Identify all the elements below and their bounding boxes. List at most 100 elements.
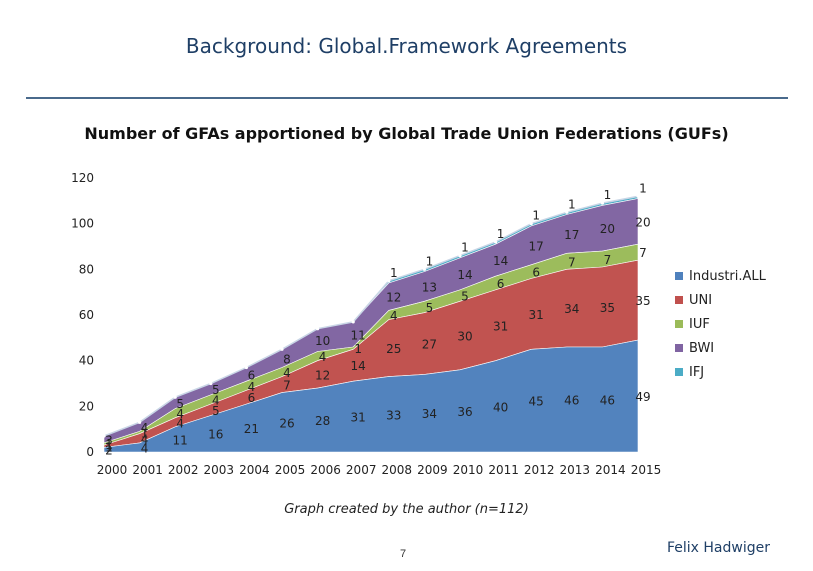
data-label: 26 (279, 416, 294, 430)
legend-swatch (675, 320, 683, 328)
data-label: 10 (315, 334, 330, 348)
y-tick-label: 80 (79, 262, 94, 276)
data-label: 4 (212, 393, 220, 407)
data-label: 5 (176, 397, 184, 411)
chart-title: Number of GFAs apportioned by Global Tra… (84, 124, 729, 143)
data-label: 34 (564, 302, 579, 316)
legend-item-bwi: BWI (675, 336, 766, 360)
area-series-industri-all (103, 339, 639, 453)
x-tick-label: 2003 (204, 463, 235, 477)
legend-swatch (675, 344, 683, 352)
data-label: 21 (244, 422, 259, 436)
x-tick-label: 2014 (595, 463, 626, 477)
legend-label: IUF (689, 316, 710, 332)
data-label: 7 (568, 255, 576, 269)
data-label: 17 (529, 239, 544, 253)
data-label: 4 (283, 366, 291, 380)
legend-label: Industri.ALL (689, 268, 766, 284)
legend-label: UNI (689, 292, 713, 308)
data-label: 3 (105, 433, 113, 447)
legend-swatch (675, 368, 683, 376)
x-tick-label: 2002 (168, 463, 199, 477)
data-label: 1 (141, 427, 149, 441)
data-label: 4 (141, 441, 149, 455)
data-label: 46 (564, 393, 579, 407)
legend-item-uni: UNI (675, 288, 766, 312)
data-point-marker (316, 327, 320, 331)
data-point-marker (280, 347, 284, 351)
data-label: 1 (639, 181, 647, 195)
data-label: 17 (564, 228, 579, 242)
data-label: 1 (568, 197, 576, 211)
data-label: 5 (461, 290, 469, 304)
data-label: 7 (283, 379, 291, 393)
data-label: 4 (319, 350, 327, 364)
title-divider (26, 97, 788, 99)
data-label: 34 (422, 407, 437, 421)
data-point-marker (102, 434, 106, 438)
data-label: 1 (532, 209, 540, 223)
data-label: 2 (105, 444, 113, 458)
author-name: Felix Hadwiger (666, 540, 770, 556)
data-point-marker (422, 267, 426, 271)
data-label: 49 (635, 390, 650, 404)
legend-swatch (675, 272, 683, 280)
x-tick-label: 2008 (382, 463, 413, 477)
data-label: 6 (248, 391, 256, 405)
legend-swatch (675, 296, 683, 304)
data-label: 20 (635, 215, 650, 229)
data-label: 40 (493, 400, 508, 414)
data-label: 25 (386, 342, 401, 356)
data-label: 4 (176, 416, 184, 430)
data-label: 11 (351, 328, 366, 342)
x-tick-label: 2005 (275, 463, 306, 477)
x-tick-label: 2006 (310, 463, 341, 477)
data-point-marker (529, 222, 533, 226)
y-tick-label: 20 (79, 399, 94, 413)
data-label: 1 (497, 227, 505, 241)
slide-title: Background: Global.Framework Agreements (185, 34, 628, 58)
data-label: 31 (351, 411, 366, 425)
data-point-marker (351, 320, 355, 324)
data-label: 31 (493, 319, 508, 333)
data-label: 16 (208, 428, 223, 442)
data-label: 7 (639, 246, 647, 260)
data-label: 4 (176, 407, 184, 421)
legend-item-iuf: IUF (675, 312, 766, 336)
data-label: 1 (105, 440, 113, 454)
x-tick-label: 2010 (453, 463, 484, 477)
x-tick-label: 2013 (560, 463, 591, 477)
data-label: 5 (212, 404, 220, 418)
x-tick-label: 2000 (97, 463, 128, 477)
x-tick-label: 2009 (417, 463, 448, 477)
data-label: 1 (390, 266, 398, 280)
data-label: 20 (600, 222, 615, 236)
data-point-marker (565, 210, 569, 214)
data-point-marker (209, 381, 213, 386)
y-tick-label: 40 (79, 354, 94, 368)
y-tick-label: 60 (79, 308, 94, 322)
data-label: 1 (604, 188, 612, 202)
legend-item-industriall: Industri.ALL (675, 264, 766, 288)
data-point-marker (494, 240, 498, 244)
data-label: 6 (532, 266, 540, 280)
data-label: 45 (529, 395, 544, 409)
data-point-marker (173, 395, 177, 399)
page-number: 7 (400, 548, 407, 560)
data-label: 4 (390, 309, 398, 323)
x-tick-label: 2011 (488, 463, 519, 477)
data-label: 4 (141, 432, 149, 446)
data-label: 27 (422, 338, 437, 352)
legend-label: BWI (689, 340, 715, 356)
data-label: 1 (105, 438, 113, 452)
data-label: 12 (386, 291, 401, 305)
y-tick-label: 120 (71, 171, 94, 185)
data-label: 5 (426, 301, 434, 315)
x-tick-label: 2012 (524, 463, 555, 477)
data-point-marker (636, 194, 640, 198)
data-point-marker (387, 279, 391, 283)
data-point-marker (600, 201, 605, 205)
x-tick-label: 2004 (239, 463, 270, 477)
chart-legend: Industri.ALL UNI IUF BWI IFJ (675, 264, 766, 384)
